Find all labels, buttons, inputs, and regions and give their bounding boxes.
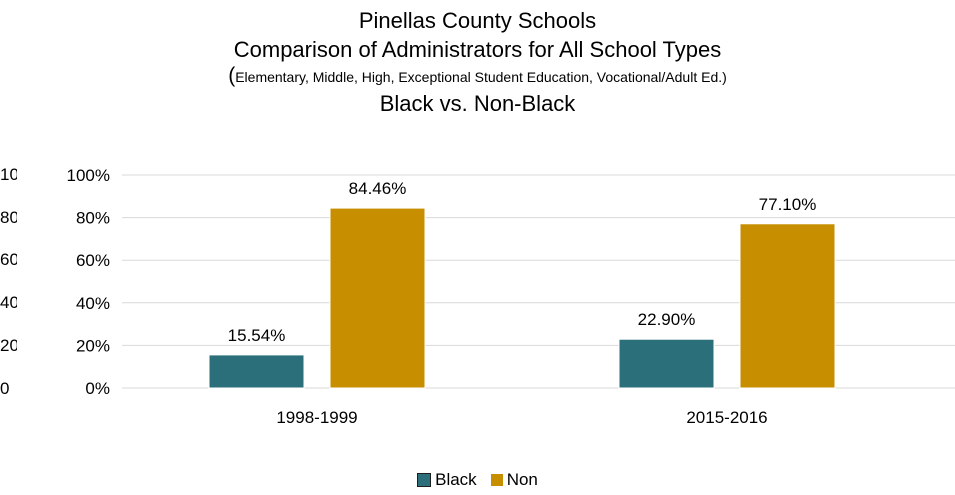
y-tick-label: 40%	[76, 294, 110, 313]
subtitle-text: Elementary, Middle, High, Exceptional St…	[235, 69, 727, 85]
chart-title-line4: Black vs. Non-Black	[379, 91, 576, 116]
bar-non	[739, 223, 836, 389]
ghost-axis-label: 60	[0, 250, 17, 269]
data-label: 84.46%	[349, 179, 407, 198]
bar-black	[618, 338, 715, 389]
ghost-axis-label: 20	[0, 336, 17, 355]
subtitle-open-paren: (	[228, 64, 236, 87]
legend-swatch-black	[417, 473, 432, 487]
y-tick-label: 80%	[76, 209, 110, 228]
data-label: 77.10%	[759, 195, 817, 214]
bar-non	[329, 207, 426, 389]
y-tick-label: 0%	[85, 379, 110, 398]
ghost-axis-label: 100	[0, 165, 17, 184]
y-tick-label: 60%	[76, 251, 110, 270]
legend-item-non: Non	[490, 470, 538, 490]
y-tick-label: 20%	[76, 336, 110, 355]
x-tick-label: 2015-2016	[686, 408, 767, 427]
ghost-axis-label: 40	[0, 293, 17, 312]
legend-label-non: Non	[506, 470, 538, 489]
data-label: 22.90%	[638, 310, 696, 329]
ghost-axis-label: 80	[0, 208, 17, 227]
data-label: 15.54%	[228, 326, 286, 345]
legend-label-black: Black	[435, 470, 477, 489]
ghost-axis-label: 0	[0, 379, 10, 398]
chart-title-block: Pinellas County Schools Comparison of Ad…	[0, 6, 955, 118]
legend-item-black: Black	[417, 470, 477, 490]
chart-title-line1: Pinellas County Schools	[358, 8, 597, 33]
x-tick-label: 1998-1999	[276, 408, 357, 427]
chart-legend: Black Non	[0, 470, 955, 490]
legend-swatch-non	[490, 474, 503, 486]
bar-black	[208, 354, 305, 389]
chart-subtitle: (Elementary, Middle, High, Exceptional S…	[0, 64, 955, 89]
y-tick-label: 100%	[67, 166, 110, 185]
chart-title-line2: Comparison of Administrators for All Sch…	[233, 37, 722, 62]
